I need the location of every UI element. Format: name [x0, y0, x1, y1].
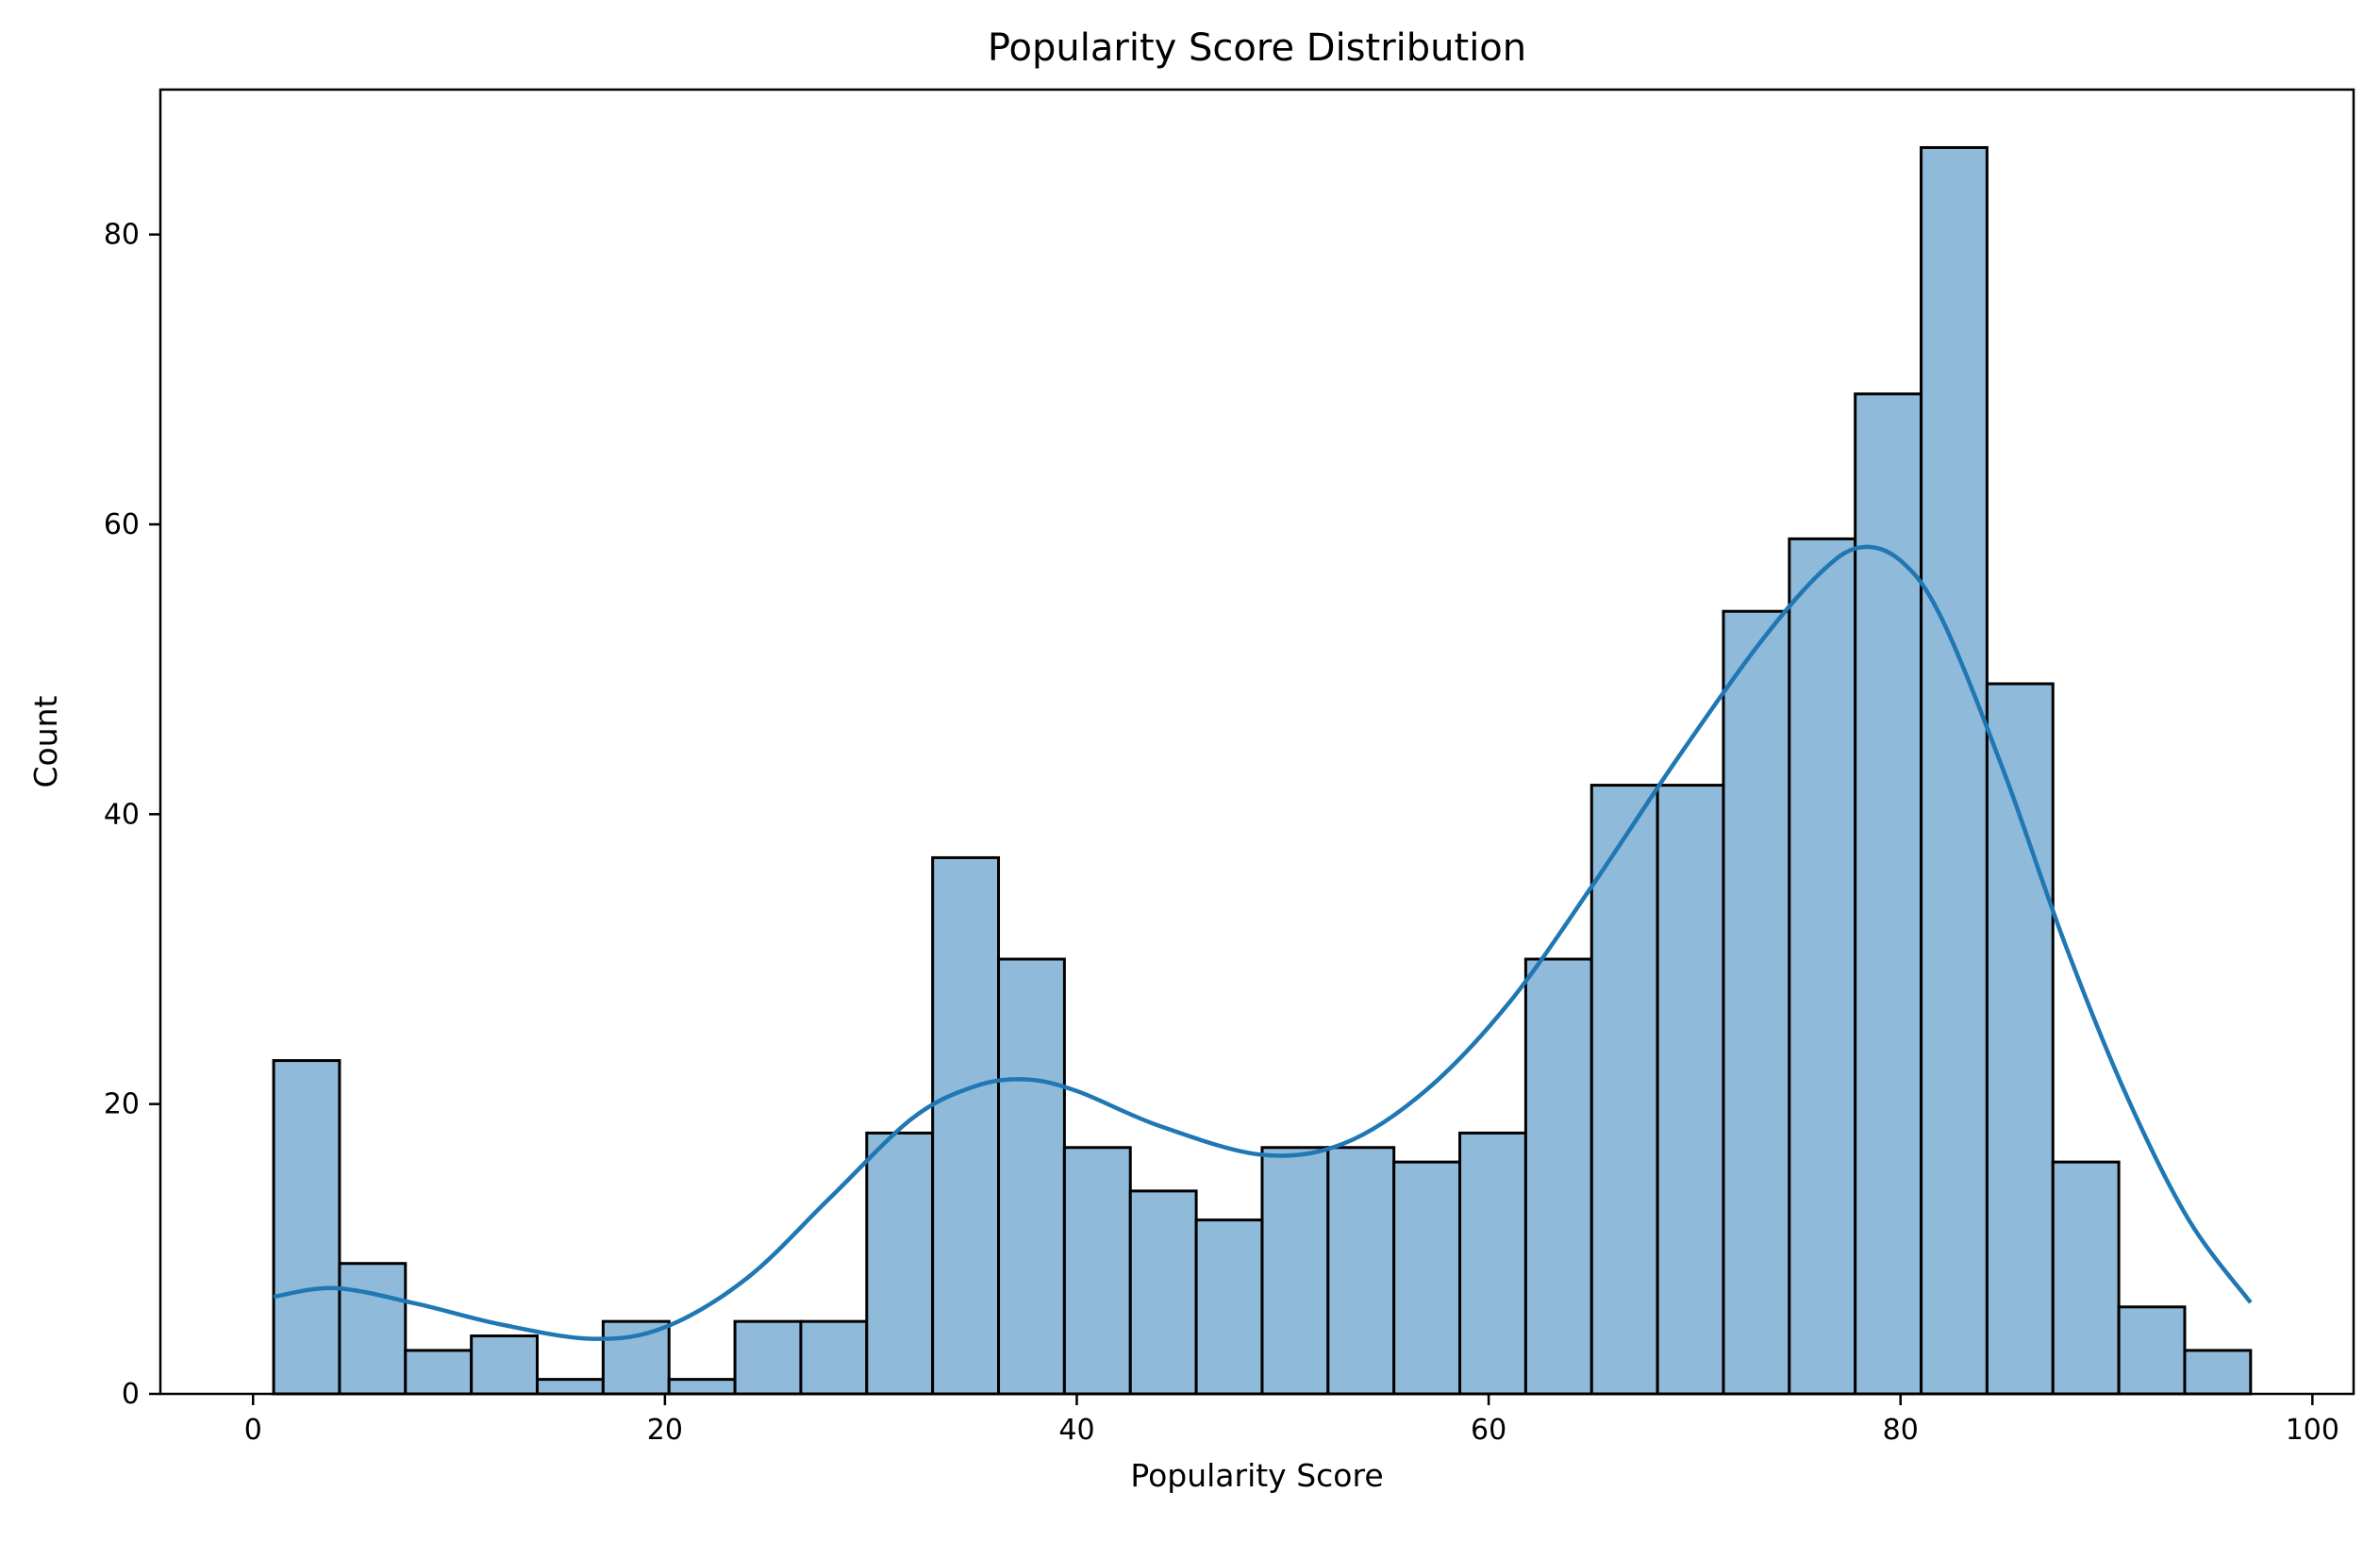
y-tick-label: 0: [122, 1378, 140, 1411]
x-tick-label: 60: [1471, 1414, 1506, 1447]
histogram-bar: [404, 1349, 474, 1396]
plot-area-frame: [158, 88, 2355, 1396]
histogram-bar: [2051, 1160, 2121, 1396]
histogram-bar: [1854, 392, 1923, 1396]
histogram-bar: [1392, 1160, 1462, 1396]
y-tick-label: 60: [104, 508, 140, 541]
histogram-bar: [1788, 537, 1857, 1396]
histogram-bar: [1920, 145, 1989, 1396]
x-tick-label: 40: [1058, 1414, 1094, 1447]
histogram-bar: [272, 1059, 341, 1396]
histogram-bar: [1656, 784, 1725, 1396]
histogram-bar: [1985, 682, 2055, 1396]
histogram-bar: [2117, 1305, 2187, 1396]
x-axis-title: Popularity Score: [1130, 1457, 1383, 1494]
histogram-bar: [931, 855, 1001, 1396]
histogram-bar: [997, 957, 1066, 1396]
x-tick-label: 0: [244, 1414, 262, 1447]
histogram-bar: [1128, 1189, 1198, 1396]
histogram-bars: [272, 145, 2253, 1396]
y-tick-label: 80: [104, 219, 140, 252]
y-axis-title: Count: [27, 695, 64, 787]
histogram-bar: [1326, 1146, 1396, 1396]
histogram-bar: [1523, 957, 1593, 1396]
histogram-bar: [536, 1378, 605, 1396]
y-tick-label: 20: [104, 1088, 140, 1121]
histogram-bar: [470, 1334, 540, 1396]
kde-curve: [273, 544, 2253, 1341]
chart-title: Popularity Score Distribution: [988, 26, 1526, 70]
histogram-bar: [733, 1319, 803, 1396]
y-tick-label: 40: [104, 798, 140, 831]
histogram-bar: [1589, 784, 1659, 1396]
histogram-bar: [1194, 1218, 1264, 1396]
x-tick-label: 100: [2286, 1414, 2339, 1447]
histogram-bar: [2183, 1349, 2253, 1396]
histogram-bar: [1260, 1146, 1330, 1396]
y-axis: 0 20 40 60 80: [104, 219, 160, 1411]
histogram-bar: [667, 1378, 737, 1396]
histogram-bar: [1722, 609, 1791, 1396]
x-tick-label: 20: [647, 1414, 683, 1447]
histogram-bar: [338, 1262, 408, 1396]
histogram-bar: [865, 1131, 935, 1396]
histogram-bar: [1458, 1131, 1527, 1396]
histogram-bar: [601, 1319, 671, 1396]
x-axis: 0 20 40 60 80 100: [244, 1394, 2339, 1447]
histogram-bar: [1062, 1146, 1132, 1396]
histogram-bar: [799, 1319, 869, 1396]
x-tick-label: 80: [1883, 1414, 1919, 1447]
